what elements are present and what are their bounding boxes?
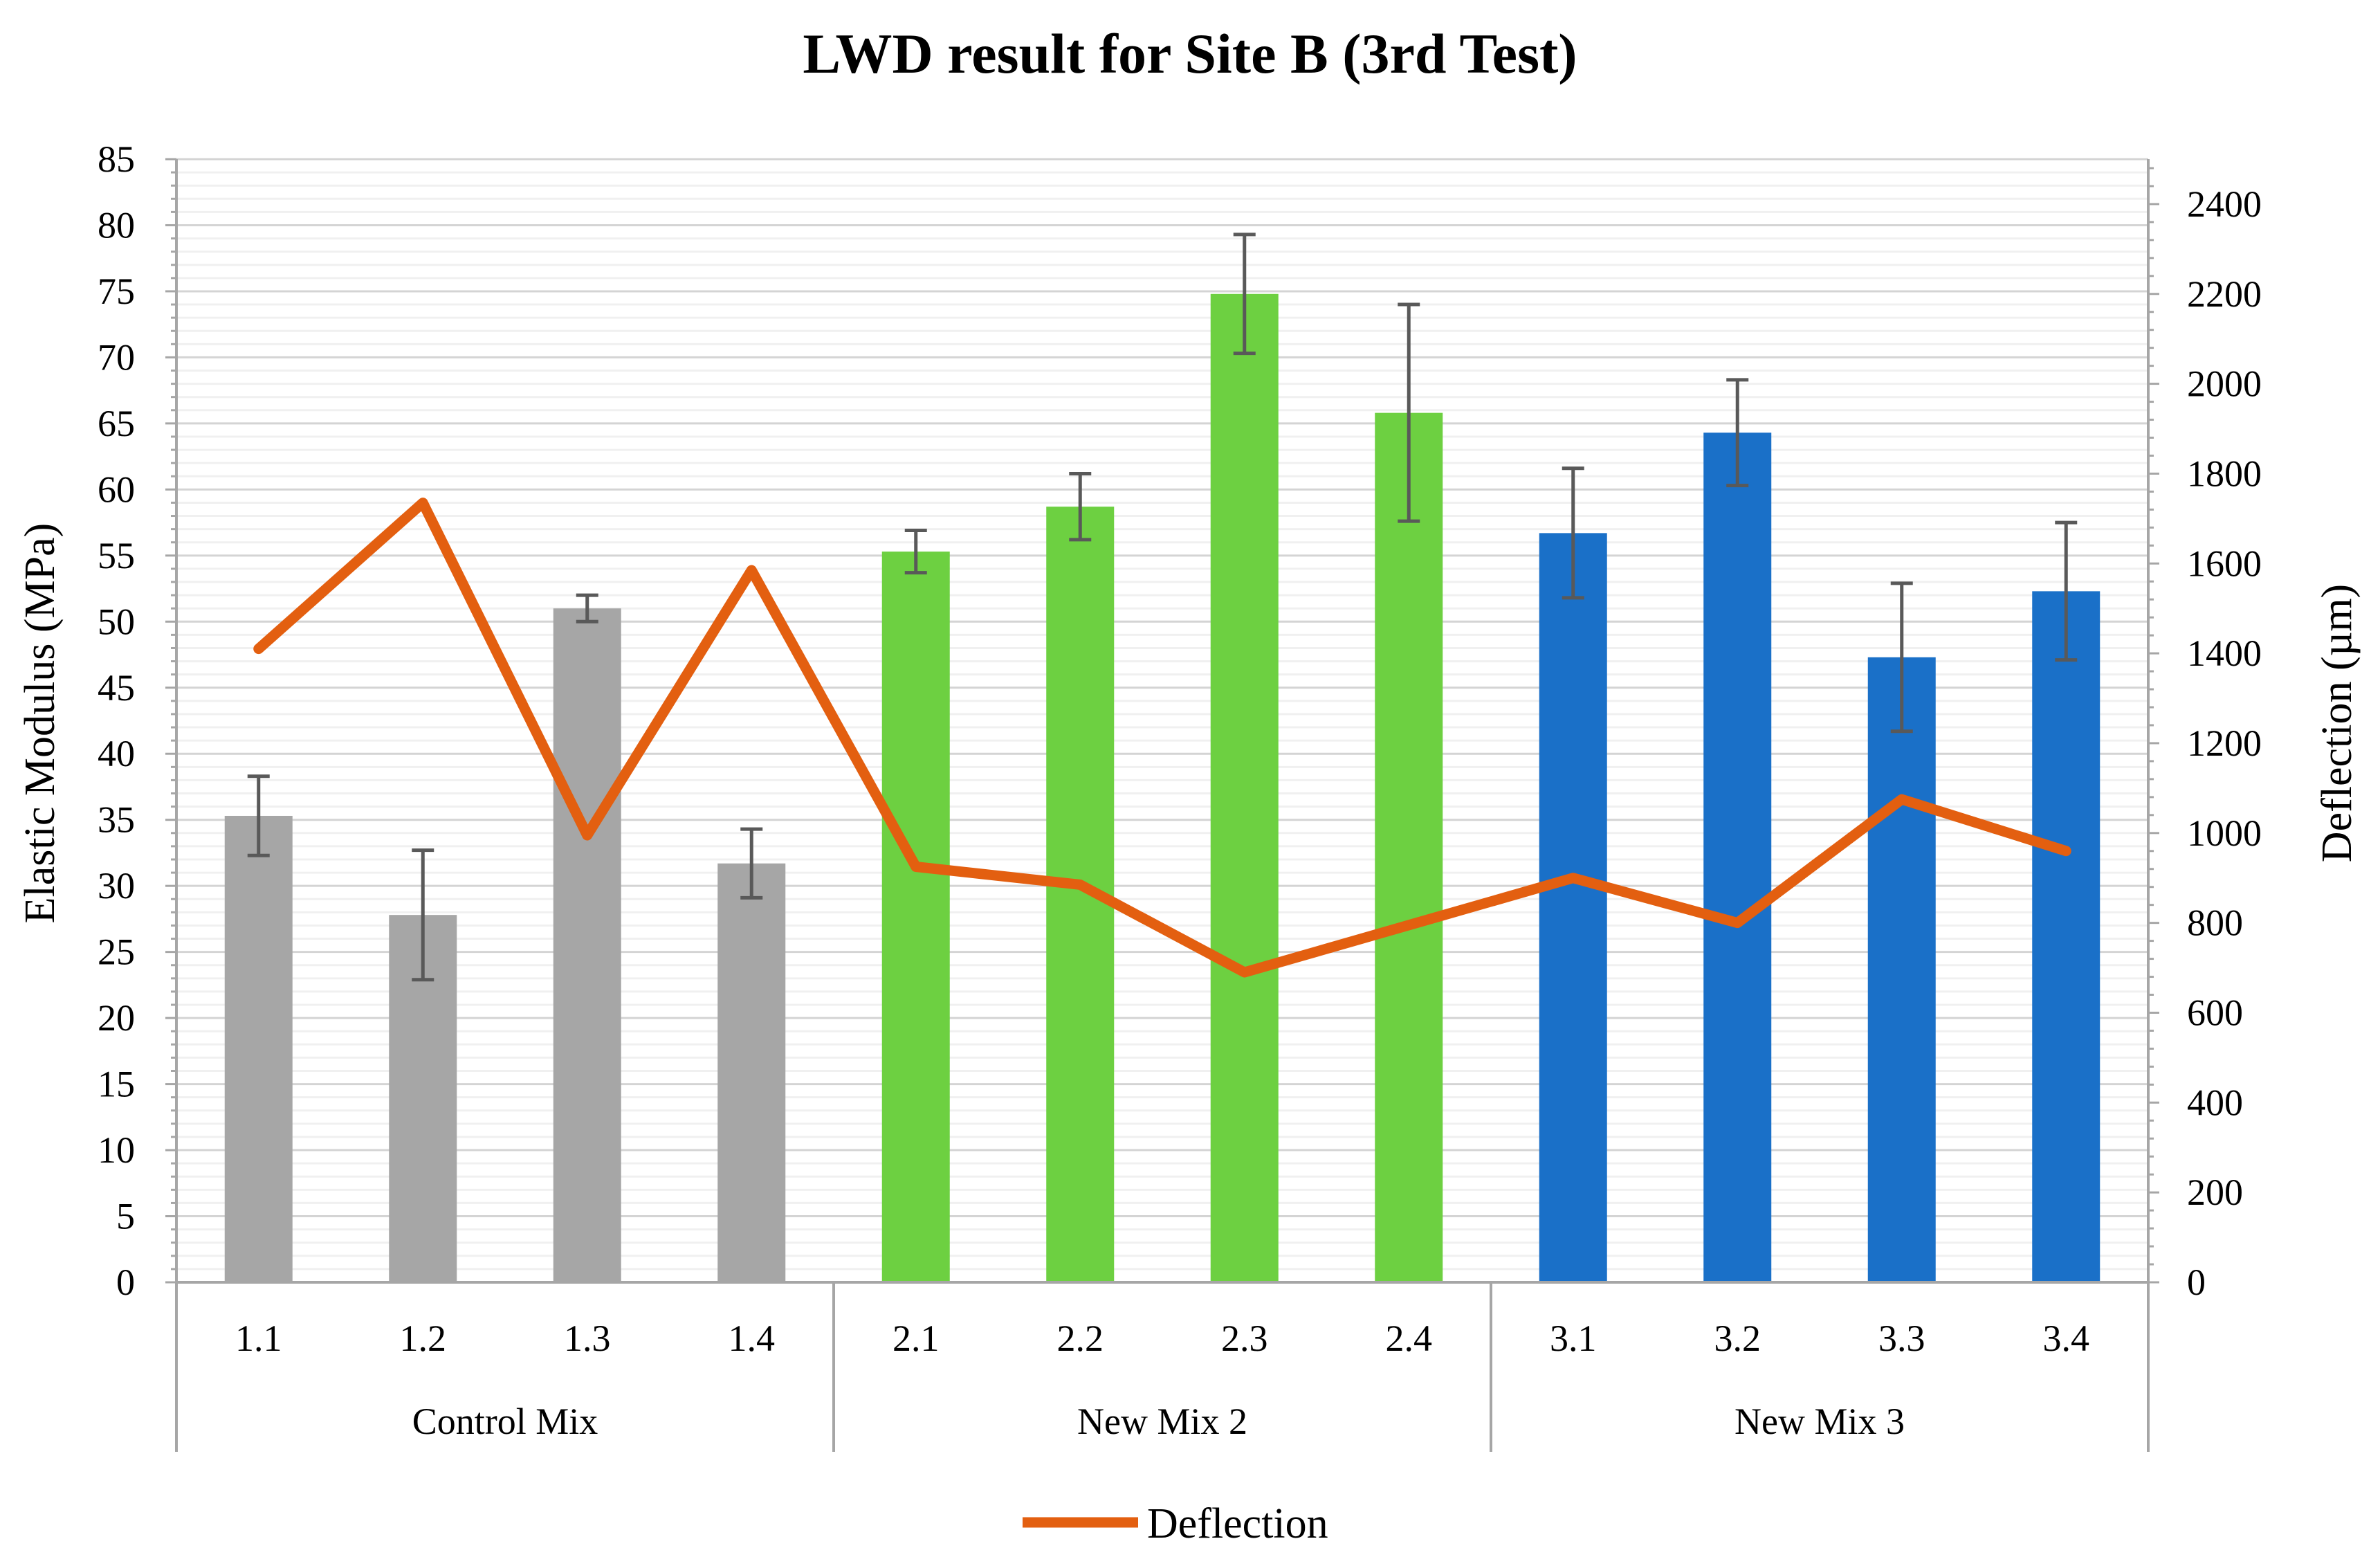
category-label: 1.1 [235, 1318, 282, 1359]
group-label: New Mix 3 [1734, 1401, 1905, 1442]
right-tick-label: 1600 [2187, 543, 2262, 584]
left-tick-label: 45 [98, 667, 135, 709]
left-tick-label: 30 [98, 865, 135, 907]
bars [224, 293, 2100, 1283]
right-tick-label: 1200 [2187, 722, 2262, 764]
right-tick-label: 400 [2187, 1082, 2243, 1123]
category-labels: 1.1 1.2 1.3 1.4 2.1 2.2 2.3 2.4 3.1 3.2 3.3 3.4 Cont… [235, 1318, 2089, 1442]
right-tick-label: 800 [2187, 902, 2243, 944]
group-label: Control Mix [412, 1401, 598, 1442]
bar [717, 863, 786, 1282]
error-bars [247, 233, 2078, 982]
category-label: 1.3 [564, 1318, 611, 1359]
right-tick-label: 1800 [2187, 453, 2262, 494]
left-tick-label: 85 [98, 138, 135, 180]
right-tick-label: 600 [2187, 992, 2243, 1033]
left-tick-label: 5 [116, 1196, 135, 1237]
legend-label: Deflection [1147, 1500, 1328, 1547]
group-label: New Mix 2 [1077, 1401, 1247, 1442]
left-tick-label: 15 [98, 1064, 135, 1105]
bar [1867, 657, 1936, 1282]
right-tick-label: 200 [2187, 1172, 2243, 1213]
left-tick-label: 20 [98, 997, 135, 1039]
category-label: 1.4 [729, 1318, 776, 1359]
bar [1375, 412, 1443, 1282]
left-tick-label: 10 [98, 1129, 135, 1171]
left-tick-label: 55 [98, 535, 135, 576]
right-axis-title: Deflection (µm) [2314, 584, 2361, 862]
left-tick-label: 35 [98, 799, 135, 841]
category-label: 3.3 [1878, 1318, 1925, 1359]
category-label: 1.2 [400, 1318, 447, 1359]
left-tick-label: 65 [98, 403, 135, 444]
right-tick-label: 2200 [2187, 273, 2262, 315]
gridlines [176, 158, 2148, 1284]
category-label: 2.3 [1221, 1318, 1268, 1359]
bar [224, 815, 293, 1282]
bar [1539, 533, 1607, 1282]
right-tick-label: 2400 [2187, 183, 2262, 225]
category-label: 2.2 [1057, 1318, 1104, 1359]
bar [1210, 293, 1279, 1282]
deflection-line [253, 498, 2071, 978]
left-tick-label: 50 [98, 601, 135, 642]
category-label: 2.1 [892, 1318, 940, 1359]
left-tick-label: 80 [98, 204, 135, 246]
left-axis-title: Elastic Modulus (MPa) [17, 523, 64, 924]
category-label: 3.4 [2043, 1318, 2090, 1359]
category-label: 3.2 [1714, 1318, 1761, 1359]
left-tick-label: 0 [116, 1262, 135, 1303]
left-axis-ticks: 0 5 10 15 20 25 30 35 40 45 50 55 60 65 70 75 80 85 [98, 138, 135, 1303]
right-tick-label: 2000 [2187, 363, 2262, 405]
left-tick-label: 60 [98, 468, 135, 510]
axes [165, 158, 2159, 1452]
left-tick-label: 75 [98, 271, 135, 312]
right-tick-label: 1400 [2187, 632, 2262, 674]
left-tick-label: 25 [98, 931, 135, 973]
bar [1703, 433, 1772, 1282]
bar [881, 552, 950, 1283]
legend: Deflection [1023, 1500, 1328, 1547]
bar [553, 608, 621, 1282]
chart-title: LWD result for Site B (3rd Test) [803, 22, 1577, 85]
category-label: 2.4 [1386, 1318, 1433, 1359]
right-tick-label: 1000 [2187, 812, 2262, 854]
bar [2032, 591, 2100, 1282]
category-label: 3.1 [1550, 1318, 1597, 1359]
left-tick-label: 70 [98, 336, 135, 378]
right-tick-label: 0 [2187, 1262, 2206, 1303]
right-axis-ticks: 0 200 400 600 800 1000 1200 1400 1600 1800 2000 220… [2187, 183, 2262, 1303]
left-tick-label: 40 [98, 733, 135, 774]
deflection-line-group [253, 498, 2071, 978]
